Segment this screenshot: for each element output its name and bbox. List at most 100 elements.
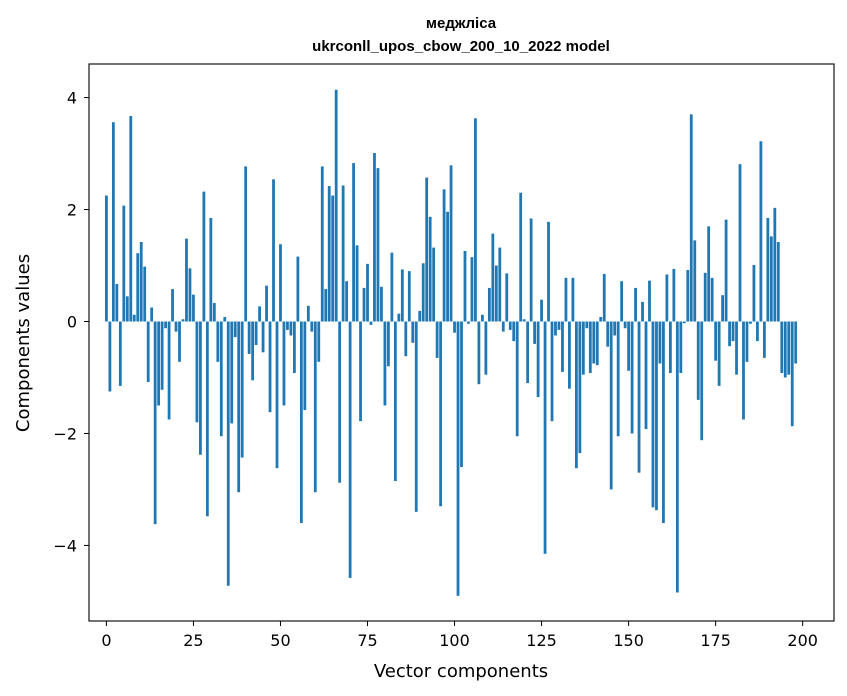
bar — [345, 281, 349, 322]
bar — [529, 218, 533, 322]
bar — [599, 317, 603, 322]
x-tick-label: 100 — [439, 631, 470, 650]
bar — [442, 189, 446, 322]
bar — [348, 321, 352, 578]
bar — [453, 321, 456, 333]
bar — [515, 321, 519, 437]
bar — [467, 321, 470, 324]
bar — [373, 153, 376, 322]
bar — [491, 233, 495, 322]
bar — [644, 321, 648, 429]
y-tick-label: 0 — [67, 313, 77, 332]
bar — [435, 321, 439, 358]
chart-subtitle: ukrconll_upos_cbow_200_10_2022 model — [312, 38, 610, 55]
bar — [209, 217, 213, 322]
bar — [724, 219, 728, 322]
bar — [383, 321, 387, 406]
bar — [390, 252, 394, 322]
bar — [146, 321, 150, 382]
bar — [526, 321, 530, 384]
x-tick-label: 0 — [101, 631, 111, 650]
bar — [247, 321, 251, 354]
bar — [108, 321, 112, 392]
bar — [233, 321, 237, 338]
bar — [393, 321, 397, 482]
bar — [132, 314, 136, 322]
x-axis-ticks: 0 25 50 75 100 125 150 175 200 — [101, 621, 818, 650]
bar — [289, 321, 293, 336]
bar — [595, 321, 599, 366]
bar — [675, 321, 679, 593]
bar — [682, 321, 686, 324]
x-tick-label: 125 — [526, 631, 557, 650]
bar — [474, 118, 477, 322]
bar — [609, 321, 613, 490]
bar — [279, 244, 282, 322]
bar — [167, 321, 171, 420]
bar — [376, 168, 380, 322]
bar — [387, 321, 390, 367]
bar — [425, 177, 429, 322]
bar — [293, 321, 296, 374]
bar — [303, 321, 307, 410]
bar — [585, 321, 589, 329]
bar — [470, 257, 474, 322]
bar — [199, 321, 202, 455]
bar — [212, 303, 216, 322]
bar — [658, 321, 662, 364]
bar — [574, 321, 578, 469]
bar — [735, 321, 738, 375]
bar — [721, 295, 724, 322]
y-tick-label: −4 — [53, 536, 77, 555]
bar — [463, 250, 467, 322]
bar — [456, 321, 460, 596]
bar — [369, 321, 373, 325]
bar — [762, 321, 766, 358]
bar — [254, 321, 258, 346]
bar — [299, 321, 303, 524]
bar — [418, 310, 422, 322]
bar — [794, 321, 798, 364]
bar — [756, 321, 759, 342]
bar — [668, 321, 672, 374]
bar — [265, 285, 268, 322]
bar — [324, 289, 328, 322]
bar — [686, 270, 690, 322]
bar — [407, 271, 411, 322]
bar — [717, 321, 721, 386]
bar — [696, 321, 700, 400]
bar — [230, 321, 234, 424]
bar — [728, 321, 731, 347]
bar — [160, 321, 164, 390]
x-tick-label: 175 — [700, 631, 731, 650]
bar — [139, 242, 143, 322]
bar — [554, 321, 557, 336]
bar — [776, 242, 780, 322]
bar — [171, 289, 174, 322]
bar — [481, 314, 484, 322]
bar — [630, 321, 634, 434]
bar — [237, 321, 241, 493]
bar — [561, 321, 564, 372]
bar — [205, 321, 209, 517]
bar — [244, 166, 248, 322]
bar — [505, 273, 509, 322]
bar — [439, 321, 443, 507]
bar-series — [105, 89, 798, 596]
bar — [275, 321, 279, 469]
bar — [533, 321, 536, 344]
bar — [477, 321, 481, 385]
bar — [738, 164, 742, 322]
bar — [540, 299, 543, 322]
bar — [352, 163, 355, 322]
bar — [714, 321, 718, 361]
x-tick-label: 75 — [357, 631, 377, 650]
bar — [602, 273, 606, 322]
bar — [153, 321, 157, 525]
bar — [157, 321, 161, 406]
bar — [327, 186, 331, 322]
bar — [164, 321, 167, 329]
bar — [655, 321, 658, 511]
bar — [487, 287, 491, 322]
